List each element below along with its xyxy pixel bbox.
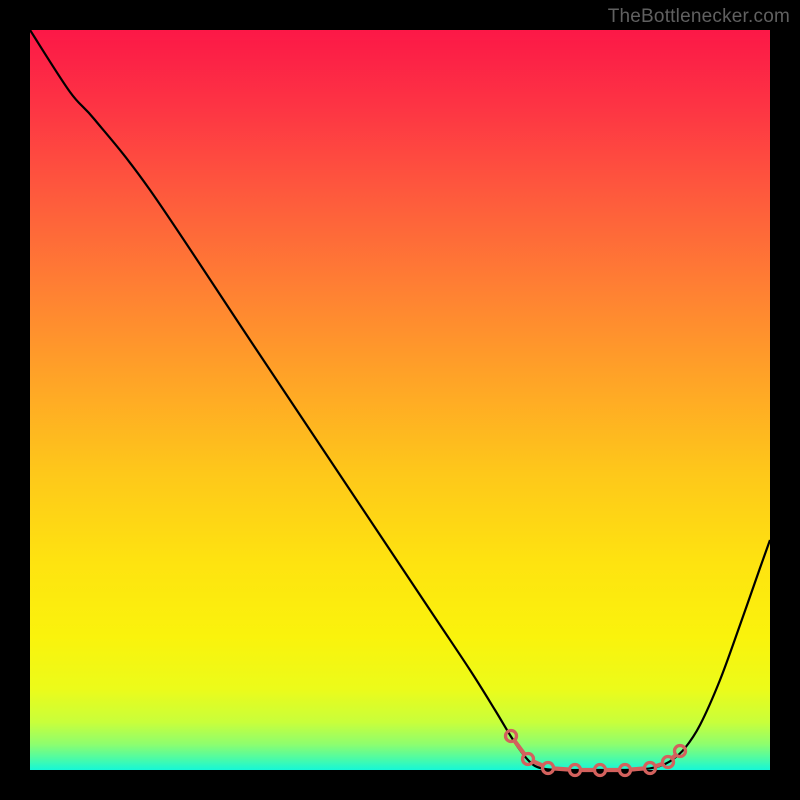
- bottleneck-chart: [0, 0, 800, 800]
- chart-background: [30, 30, 770, 770]
- chart-container: TheBottlenecker.com: [0, 0, 800, 800]
- watermark-text: TheBottlenecker.com: [608, 6, 790, 28]
